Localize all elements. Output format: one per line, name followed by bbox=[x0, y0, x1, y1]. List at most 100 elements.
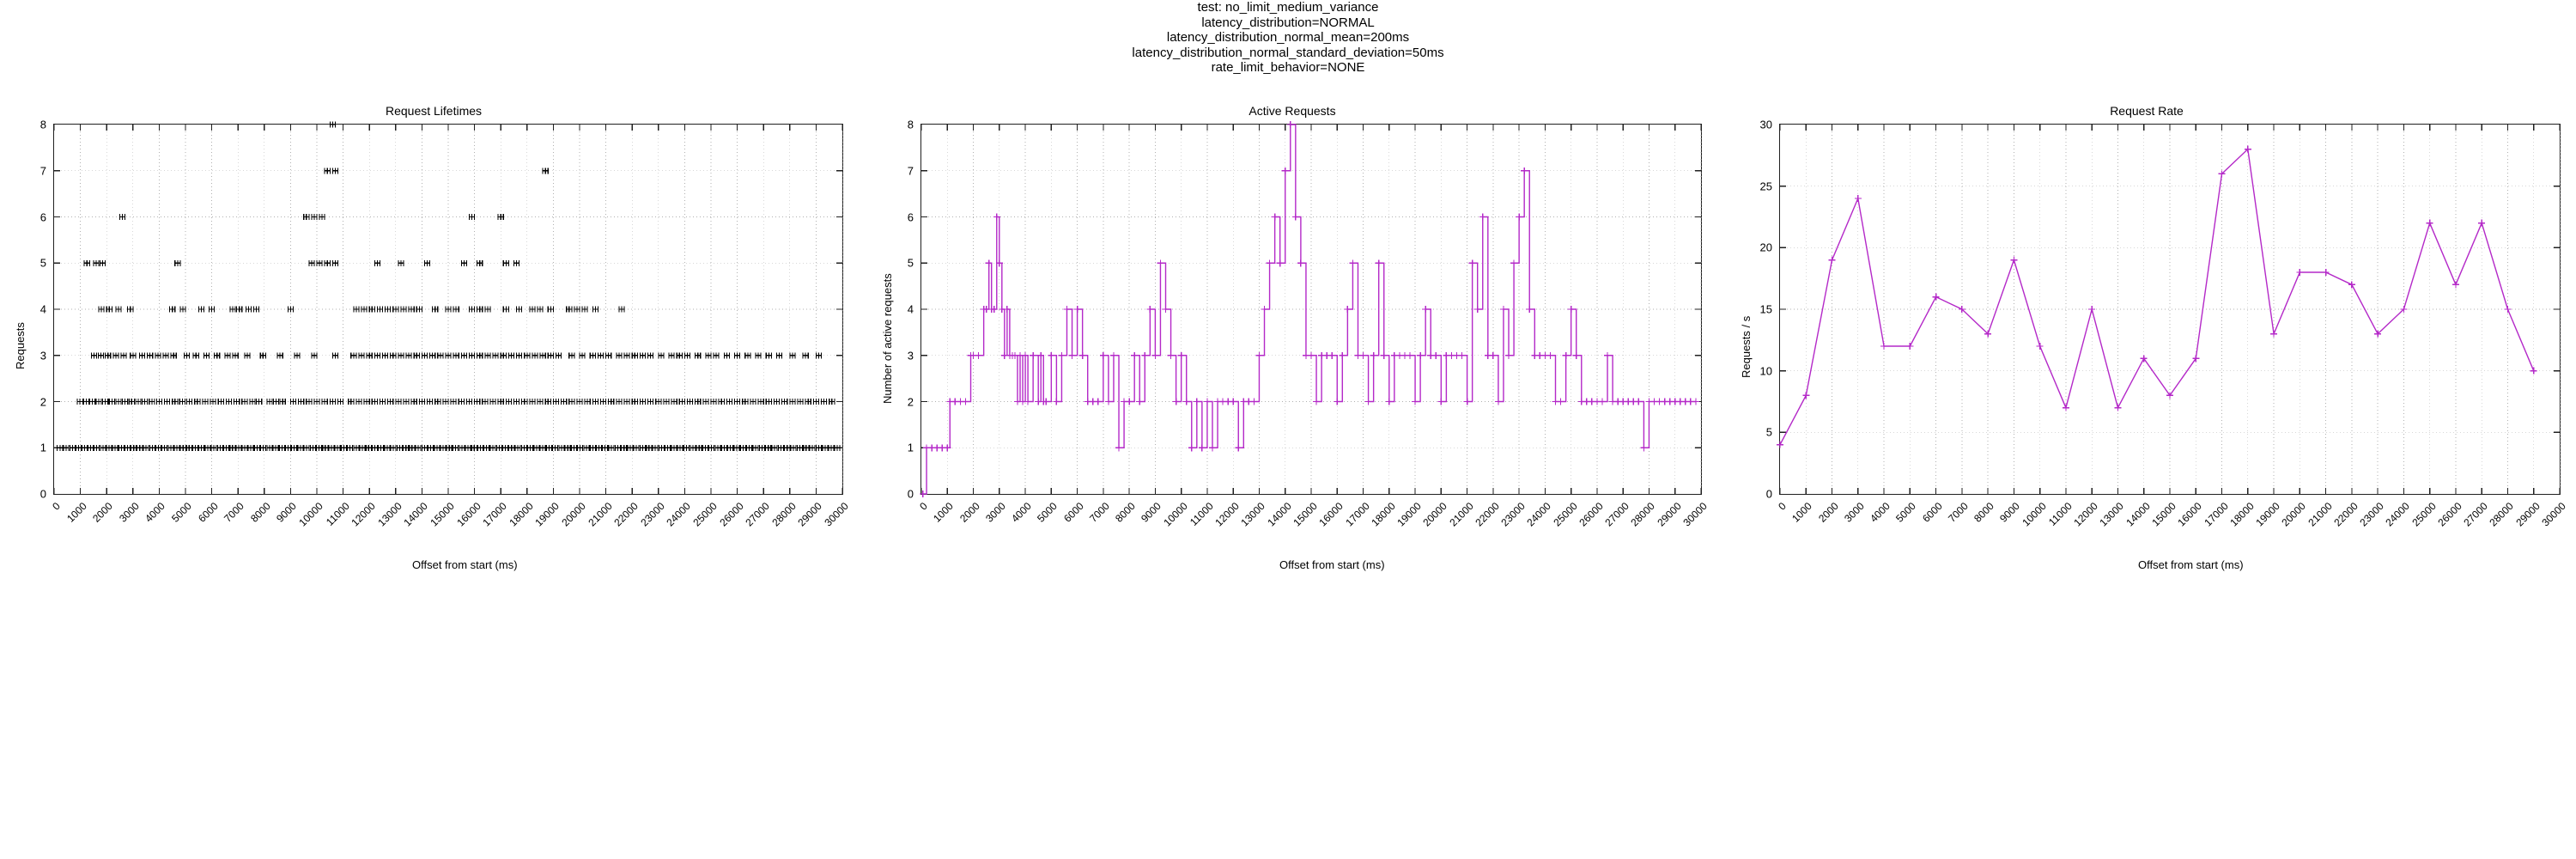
x-tick-label: 25000 bbox=[2409, 500, 2439, 529]
grid-layer-request-rate bbox=[1779, 125, 2561, 494]
x-tick-label: 17000 bbox=[1342, 500, 1372, 529]
x-tick-label: 1000 bbox=[1789, 500, 1815, 525]
y-tick-label: 5 bbox=[39, 256, 46, 270]
x-tick-label: 6000 bbox=[1060, 500, 1086, 525]
figure-title-block: test: no_limit_medium_variance latency_d… bbox=[0, 0, 2576, 76]
x-tick-label: 26000 bbox=[716, 500, 746, 529]
x-tick-label: 30000 bbox=[1680, 500, 1710, 529]
y-tick-label: 0 bbox=[39, 487, 46, 501]
data-layer-request-lifetimes bbox=[57, 121, 841, 451]
x-tick-label: 14000 bbox=[1265, 500, 1294, 529]
x-tick-label: 25000 bbox=[1551, 500, 1580, 529]
x-tick-label: 19000 bbox=[2253, 500, 2282, 529]
x-tick-label: 9000 bbox=[1997, 500, 2023, 525]
x-tick-label: 12000 bbox=[349, 500, 379, 529]
y-tick-label: 10 bbox=[1759, 364, 1772, 378]
x-tick-label: 13000 bbox=[375, 500, 404, 529]
y-axis-label-request-lifetimes: Requests bbox=[14, 322, 27, 369]
x-tick-label: 30000 bbox=[822, 500, 851, 529]
tick-layer-request-lifetimes: 0 1000 2000 3000 4000 5000 6000 7000 8000 9000 100… bbox=[40, 119, 851, 529]
x-tick-label: 27000 bbox=[2461, 500, 2491, 529]
x-tick-label: 28000 bbox=[1628, 500, 1658, 529]
y-tick-label: 20 bbox=[1759, 241, 1772, 254]
y-tick-label: 7 bbox=[907, 164, 914, 178]
x-tick-label: 8000 bbox=[1113, 500, 1139, 525]
y-tick-label: 4 bbox=[907, 302, 914, 316]
x-tick-label: 26000 bbox=[1577, 500, 1606, 529]
y-tick-label: 6 bbox=[39, 210, 46, 223]
x-tick-label: 11000 bbox=[1187, 500, 1216, 528]
x-tick-label: 10000 bbox=[1161, 500, 1190, 529]
x-tick-label: 28000 bbox=[769, 500, 799, 529]
x-tick-label: 13000 bbox=[1238, 500, 1268, 529]
x-tick-label: 2000 bbox=[957, 500, 982, 525]
x-tick-label: 11000 bbox=[323, 500, 352, 528]
x-tick-label: 4000 bbox=[143, 500, 168, 525]
plot-area-request-lifetimes: 0 1000 2000 3000 4000 5000 6000 7000 8000 9000 100… bbox=[40, 119, 851, 529]
y-tick-label: 6 bbox=[907, 210, 914, 223]
x-tick-label: 3000 bbox=[982, 500, 1008, 525]
y-tick-label: 7 bbox=[39, 164, 46, 178]
x-tick-label: 19000 bbox=[532, 500, 562, 529]
y-tick-label: 30 bbox=[1759, 118, 1772, 131]
x-axis-label-active-requests: Offset from start (ms) bbox=[1279, 558, 1385, 571]
tick-layer-active-requests: 0 1000 2000 3000 4000 5000 6000 7000 8000 9000 100… bbox=[908, 119, 1710, 529]
x-tick-label: 3000 bbox=[1841, 500, 1867, 525]
x-tick-label: 22000 bbox=[611, 500, 641, 529]
y-axis-label-request-rate: Requests / s bbox=[1740, 315, 1753, 378]
x-tick-label: 15000 bbox=[1291, 500, 1320, 529]
title-line-stddev: latency_distribution_normal_standard_dev… bbox=[1132, 45, 1444, 60]
y-tick-label: 5 bbox=[1765, 425, 1772, 439]
x-tick-label: 10000 bbox=[296, 500, 325, 529]
y-tick-label: 0 bbox=[907, 487, 914, 501]
x-tick-label: 27000 bbox=[743, 500, 773, 529]
x-tick-label: 5000 bbox=[1893, 500, 1919, 525]
plot-area-request-rate: 0 1000 2000 3000 4000 5000 6000 7000 8000 9000 100… bbox=[1760, 119, 2568, 529]
panel-active-requests: Active Requests Number of active request… bbox=[859, 94, 1726, 859]
x-tick-label: 30000 bbox=[2539, 500, 2568, 529]
x-tick-label: 15000 bbox=[2149, 500, 2178, 529]
x-tick-label: 17000 bbox=[480, 500, 510, 529]
x-tick-label: 23000 bbox=[638, 500, 667, 529]
x-tick-label: 20000 bbox=[2279, 500, 2309, 529]
x-tick-label: 8000 bbox=[247, 500, 273, 525]
x-tick-label: 0 bbox=[50, 500, 63, 513]
x-tick-label: 20000 bbox=[1420, 500, 1450, 529]
x-tick-label: 23000 bbox=[2357, 500, 2387, 529]
y-tick-label: 2 bbox=[39, 395, 46, 408]
y-tick-label: 4 bbox=[39, 302, 46, 316]
chart-title-active-requests: Active Requests bbox=[1249, 104, 1336, 118]
title-line-test: test: no_limit_medium_variance bbox=[1197, 0, 1379, 15]
x-tick-label: 7000 bbox=[222, 500, 247, 525]
x-tick-label: 20000 bbox=[559, 500, 588, 529]
x-tick-label: 12000 bbox=[2071, 500, 2101, 529]
title-line-distribution: latency_distribution=NORMAL bbox=[1201, 15, 1375, 30]
y-tick-label: 3 bbox=[907, 349, 914, 362]
x-tick-label: 6000 bbox=[1919, 500, 1945, 525]
x-tick-label: 21000 bbox=[585, 500, 615, 529]
y-tick-label: 1 bbox=[907, 441, 914, 454]
x-tick-label: 19000 bbox=[1394, 500, 1424, 529]
x-tick-label: 26000 bbox=[2435, 500, 2464, 529]
x-tick-label: 16000 bbox=[2175, 500, 2205, 529]
x-tick-label: 14000 bbox=[2123, 500, 2153, 529]
y-tick-label: 15 bbox=[1759, 302, 1772, 316]
x-tick-label: 24000 bbox=[664, 500, 694, 529]
y-tick-label: 8 bbox=[907, 118, 914, 131]
panel-request-rate: Request Rate Requests / s Offset from st… bbox=[1717, 94, 2576, 859]
y-tick-label: 0 bbox=[1765, 487, 1772, 501]
y-tick-label: 3 bbox=[39, 349, 46, 362]
x-tick-label: 21000 bbox=[2305, 500, 2335, 529]
plot-area-active-requests: 0 1000 2000 3000 4000 5000 6000 7000 8000 9000 100… bbox=[908, 119, 1710, 529]
x-tick-label: 1000 bbox=[64, 500, 89, 525]
x-tick-label: 14000 bbox=[401, 500, 431, 529]
x-tick-label: 15000 bbox=[428, 500, 457, 529]
data-layer-request-rate bbox=[1777, 145, 2537, 448]
x-tick-label: 16000 bbox=[1316, 500, 1346, 529]
x-tick-label: 18000 bbox=[2227, 500, 2257, 529]
x-tick-label: 29000 bbox=[2513, 500, 2543, 529]
x-tick-label: 16000 bbox=[453, 500, 483, 529]
x-tick-label: 7000 bbox=[1086, 500, 1112, 525]
x-tick-label: 29000 bbox=[1655, 500, 1684, 529]
